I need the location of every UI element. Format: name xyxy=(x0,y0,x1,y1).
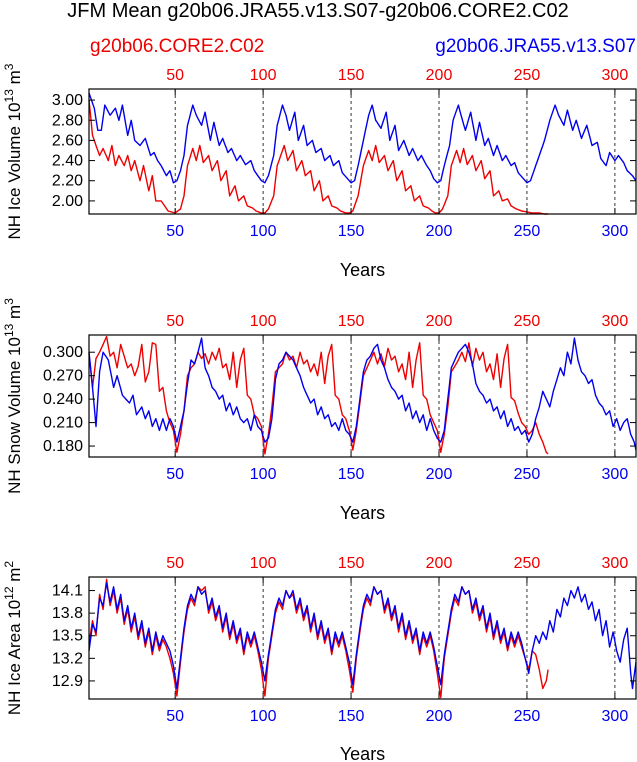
xtick-label-bottom: 100 xyxy=(250,223,277,240)
ytick-label: 2.00 xyxy=(52,193,83,210)
ytick-label: 0.270 xyxy=(43,368,83,385)
plot-frame xyxy=(88,88,637,215)
series-jra55-line xyxy=(88,92,637,184)
xtick-label-top: 250 xyxy=(514,313,541,330)
ytick-label: 12.9 xyxy=(52,673,83,690)
series-core2-line xyxy=(88,335,549,455)
x-axis-label: Years xyxy=(340,503,385,523)
ytick-label: 14.1 xyxy=(52,583,83,600)
xtick-label-bottom: 50 xyxy=(166,466,184,483)
legend-jra55: g20b06.JRA55.v13.S07 xyxy=(435,36,636,57)
xtick-label-bottom: 250 xyxy=(514,466,541,483)
ytick-label: 2.60 xyxy=(52,132,83,149)
xtick-label-bottom: 150 xyxy=(338,708,365,725)
xtick-label-bottom: 200 xyxy=(426,223,453,240)
xtick-label-top: 150 xyxy=(338,313,365,330)
panel-snow-volume: 0.180 0.210 0.240 0.270 0.300 50 50 100 100 150 15… xyxy=(2,298,637,523)
x-axis-label: Years xyxy=(340,744,385,762)
xtick-label-bottom: 150 xyxy=(338,466,365,483)
xtick-label-bottom: 300 xyxy=(602,223,629,240)
xtick-label-top: 200 xyxy=(426,67,453,84)
xtick-label-top: 50 xyxy=(166,313,184,330)
ytick-label: 0.240 xyxy=(43,391,83,408)
series-jra55-line xyxy=(88,582,637,690)
xtick-label-bottom: 50 xyxy=(166,223,184,240)
xtick-label-top: 300 xyxy=(602,67,629,84)
panel-ice-area: 12.9 13.2 13.5 13.8 14.1 50 50 100 100 150 150 200 2… xyxy=(2,555,637,762)
y-axis-label: NH Snow Volume 1013 m3 xyxy=(2,298,24,494)
series-jra55-line xyxy=(88,337,637,451)
ytick-label: 2.40 xyxy=(52,153,83,170)
xtick-label-top: 200 xyxy=(426,555,453,572)
ytick-label: 13.2 xyxy=(52,650,83,667)
xtick-label-bottom: 250 xyxy=(514,708,541,725)
xtick-label-bottom: 300 xyxy=(602,466,629,483)
xtick-label-bottom: 100 xyxy=(250,708,277,725)
ytick-label: 0.210 xyxy=(43,415,83,432)
xtick-label-bottom: 150 xyxy=(338,223,365,240)
xtick-label-top: 200 xyxy=(426,313,453,330)
xtick-label-top: 150 xyxy=(338,555,365,572)
xtick-label-bottom: 250 xyxy=(514,223,541,240)
xtick-label-top: 100 xyxy=(250,555,277,572)
xtick-label-top: 250 xyxy=(514,67,541,84)
plot-frame xyxy=(88,576,637,700)
ytick-label: 0.180 xyxy=(43,438,83,455)
xtick-label-top: 50 xyxy=(166,67,184,84)
xtick-label-top: 300 xyxy=(602,313,629,330)
ytick-label: 3.00 xyxy=(52,92,83,109)
legend-core2: g20b06.CORE2.C02 xyxy=(90,36,264,57)
xtick-label-top: 100 xyxy=(250,313,277,330)
xtick-label-bottom: 200 xyxy=(426,466,453,483)
ytick-label: 13.8 xyxy=(52,605,83,622)
xtick-label-top: 250 xyxy=(514,555,541,572)
y-axis-label: NH Ice Area 1012 m2 xyxy=(2,561,24,716)
xtick-label-top: 50 xyxy=(166,555,184,572)
ytick-label: 2.80 xyxy=(52,112,83,129)
y-axis-label: NH Ice Volume 1013 m3 xyxy=(2,63,24,239)
x-axis-label: Years xyxy=(340,260,385,280)
xtick-label-top: 300 xyxy=(602,555,629,572)
ytick-label: 0.300 xyxy=(43,344,83,361)
xtick-label-top: 100 xyxy=(250,67,277,84)
xtick-label-bottom: 200 xyxy=(426,708,453,725)
plot-frame xyxy=(88,334,637,458)
ytick-label: 2.20 xyxy=(52,173,83,190)
series-core2-line xyxy=(88,100,549,215)
panel-ice-volume: 2.00 2.20 2.40 2.60 2.80 3.00 50 50 100 100 150 150… xyxy=(2,63,637,280)
ytick-label: 13.5 xyxy=(52,628,83,645)
xtick-label-bottom: 300 xyxy=(602,708,629,725)
xtick-label-bottom: 50 xyxy=(166,708,184,725)
figure-title: JFM Mean g20b06.JRA55.v13.S07-g20b06.COR… xyxy=(67,0,568,22)
xtick-label-bottom: 100 xyxy=(250,466,277,483)
xtick-label-top: 150 xyxy=(338,67,365,84)
